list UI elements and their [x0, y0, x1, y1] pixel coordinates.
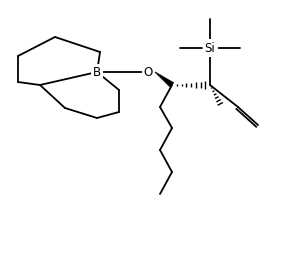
Polygon shape: [155, 72, 174, 87]
Text: Si: Si: [205, 41, 215, 54]
Text: O: O: [143, 66, 153, 78]
Text: B: B: [93, 66, 101, 78]
